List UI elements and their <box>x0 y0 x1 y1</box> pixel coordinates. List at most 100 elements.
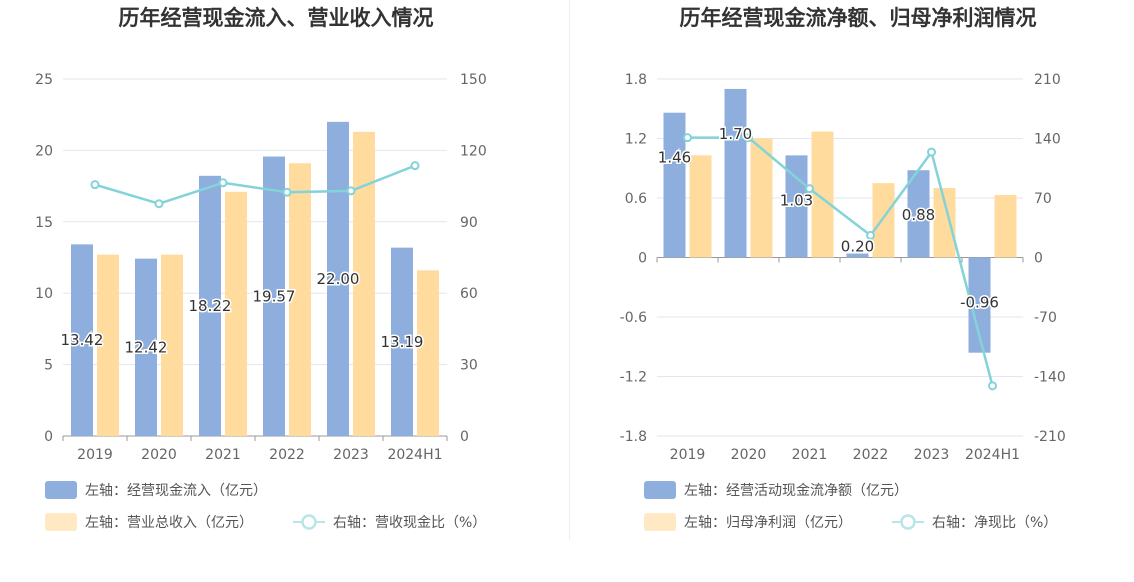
chart1-bar-data-label: 22.00 <box>317 270 360 288</box>
chart2-bar-data-label: 0.88 <box>902 206 935 224</box>
chart1-bar-secondary <box>161 254 183 436</box>
chart2-bar-data-label: 0.20 <box>841 238 874 256</box>
chart1-bar-secondary <box>97 254 119 436</box>
chart2-right-tick-label: 70 <box>1034 191 1052 207</box>
chart2-ratio-point <box>927 147 936 157</box>
chart2-left-tick-label: -1.8 <box>620 429 647 445</box>
chart2-plot: -1.8 -210 -1.2 -140 -0.6 -70 0 0 0.6 70 1.2 140 1.8 2… <box>620 72 1066 463</box>
chart1-ratio-line <box>94 164 416 206</box>
chart2-left-tick-label: 0.6 <box>625 191 647 207</box>
chart1-right-tick-label: 150 <box>460 72 487 88</box>
chart2-category-label: 2024H1 <box>965 447 1020 463</box>
chart1-bar-secondary <box>289 163 311 436</box>
chart2-legend-swatch-net-profit[interactable] <box>644 513 676 531</box>
chart2-bar-data-label: -0.96 <box>960 294 999 312</box>
chart1-legend-label-revenue[interactable]: 左轴：营业总收入（亿元） <box>85 515 253 531</box>
chart1-left-tick-label: 15 <box>35 215 53 231</box>
chart2-left-tick-label: -0.6 <box>620 310 647 326</box>
chart1-bar-primary <box>71 244 93 436</box>
chart1-category-label: 2019 <box>77 447 113 463</box>
chart2-right-tick-label: 0 <box>1034 251 1043 267</box>
chart1-ratio-point <box>90 180 100 190</box>
chart2-bar-secondary <box>811 131 834 258</box>
chart1-legend-marker-icon[interactable] <box>301 514 317 530</box>
chart2-legend-swatch-net-cash[interactable] <box>644 481 676 499</box>
chart1-bar-primary <box>391 247 413 436</box>
chart1-category-label: 2023 <box>333 447 369 463</box>
chart2-ratio-point <box>866 230 875 240</box>
chart2-bar-data-label: 1.46 <box>658 149 691 167</box>
chart1-category-label: 2022 <box>269 447 305 463</box>
chart1-ratio-point <box>346 186 356 196</box>
chart1-title: 历年经营现金流入、营业收入情况 <box>119 6 434 30</box>
chart2-ratio-point <box>683 133 692 143</box>
chart2-bar-data-label: 1.03 <box>780 191 813 209</box>
chart2-category-label: 2019 <box>670 447 706 463</box>
chart1-legend-label-ratio[interactable]: 右轴：营收现金比（%） <box>333 515 486 531</box>
chart2-bar-primary <box>724 88 747 258</box>
chart1-right-tick-label: 30 <box>460 358 478 374</box>
chart1-bar-data-label: 18.22 <box>189 297 232 315</box>
chart1-bar-secondary <box>417 270 439 436</box>
chart2-category-label: 2021 <box>792 447 828 463</box>
chart1-bar-secondary <box>353 131 375 436</box>
chart1-category-label: 2024H1 <box>387 447 442 463</box>
chart2-legend-label-ratio[interactable]: 右轴：净现比（%） <box>932 515 1057 531</box>
chart1-legend-swatch-revenue[interactable] <box>45 513 77 531</box>
chart1-bar-data-label: 12.42 <box>125 338 168 356</box>
chart1-left-tick-label: 5 <box>44 358 53 374</box>
chart2-legend-label-net-cash[interactable]: 左轴：经营活动现金流净额（亿元） <box>684 483 908 499</box>
chart1-left-tick-label: 10 <box>35 286 53 302</box>
chart2-category-label: 2023 <box>914 447 950 463</box>
chart2-right-tick-label: 140 <box>1034 132 1061 148</box>
chart1-right-tick-label: 60 <box>460 286 478 302</box>
chart2-legend: 左轴：经营活动现金流净额（亿元） 左轴：归母净利润（亿元） 右轴：净现比（%） <box>644 481 1057 531</box>
chart2-category-label: 2020 <box>731 447 767 463</box>
chart2-ratio-point <box>988 381 997 391</box>
chart1-bar-primary <box>199 175 221 436</box>
chart2-right-tick-label: -70 <box>1034 310 1057 326</box>
chart1-right-tick-label: 90 <box>460 215 478 231</box>
chart2-right-tick-label: -140 <box>1034 370 1066 386</box>
chart1-left-tick-label: 0 <box>44 429 53 445</box>
chart2-left-tick-label: 1.2 <box>625 132 647 148</box>
chart1-bar-primary <box>135 258 157 436</box>
chart2-left-tick-label: 0 <box>638 251 647 267</box>
chart2-right-tick-label: -210 <box>1034 429 1066 445</box>
chart2-title: 历年经营现金流净额、归母净利润情况 <box>680 6 1037 30</box>
chart1-legend-label-cash-inflow[interactable]: 左轴：经营现金流入（亿元） <box>85 483 267 499</box>
chart2-bar-secondary <box>689 155 712 258</box>
chart2-bar-secondary <box>872 183 895 258</box>
chart2-left-tick-label: -1.2 <box>620 370 647 386</box>
chart1-right-tick-label: 0 <box>460 429 469 445</box>
chart2-bar-primary <box>907 170 930 258</box>
chart1-ratio-point <box>154 199 164 209</box>
chart2-bar-primary <box>663 112 686 258</box>
chart1-left-tick-label: 20 <box>35 143 53 159</box>
chart1-bar-primary <box>327 121 349 436</box>
chart1-legend: 左轴：经营现金流入（亿元） 左轴：营业总收入（亿元） 右轴：营收现金比（%） <box>45 481 486 531</box>
chart1-bar-primary <box>263 156 285 436</box>
chart2-bar-data-label: 1.70 <box>719 125 752 143</box>
chart2-legend-label-net-profit[interactable]: 左轴：归母净利润（亿元） <box>684 514 852 531</box>
chart2-bar-secondary <box>933 188 956 258</box>
chart2-bar-primary <box>846 253 869 258</box>
chart2-ratio-point <box>744 133 753 143</box>
chart1-bar-secondary <box>225 191 247 436</box>
chart2-bar-secondary <box>994 195 1017 258</box>
chart1-bar-data-label: 19.57 <box>253 287 296 305</box>
chart1-category-label: 2021 <box>205 447 241 463</box>
chart1-bar-data-label: 13.19 <box>381 333 424 351</box>
chart2-right-tick-label: 210 <box>1034 72 1061 88</box>
chart1-legend-swatch-cash-inflow[interactable] <box>45 481 77 499</box>
chart1-left-tick-label: 25 <box>35 72 53 88</box>
chart2-legend-marker-icon[interactable] <box>900 514 916 530</box>
chart1-ratio-point <box>282 187 292 197</box>
chart1-ratio-point <box>218 178 228 188</box>
chart2-left-tick-label: 1.8 <box>625 72 647 88</box>
chart2-bar-secondary <box>750 138 773 258</box>
chart1-plot: 0 0 5 30 10 60 15 90 20 120 25 150 2019 2020 2021 2022 2… <box>35 72 487 463</box>
chart1-right-tick-label: 120 <box>460 143 487 159</box>
chart2-bar-primary <box>968 257 991 353</box>
